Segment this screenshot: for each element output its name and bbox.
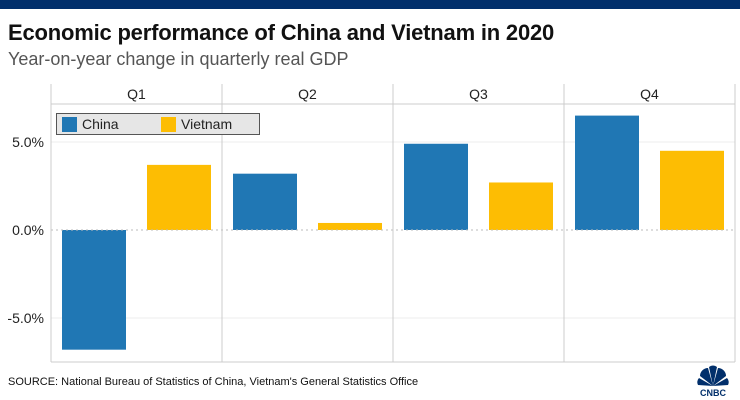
- bar-vietnam-q2: [318, 222, 382, 230]
- legend-label-vietnam: Vietnam: [181, 116, 233, 132]
- quarter-label: Q1: [127, 86, 146, 102]
- y-tick-label: 0.0%: [12, 222, 44, 238]
- quarter-label: Q2: [298, 86, 317, 102]
- bar-china-q4: [575, 115, 639, 230]
- chart-subtitle: Year-on-year change in quarterly real GD…: [8, 49, 349, 69]
- bar-vietnam-q4: [660, 150, 724, 230]
- legend-swatch-vietnam: [161, 116, 176, 132]
- legend-label-china: China: [82, 116, 119, 132]
- legend-item-vietnam: Vietnam: [161, 116, 232, 132]
- bar-vietnam-q3: [489, 182, 553, 230]
- legend: China Vietnam: [56, 113, 260, 135]
- cnbc-peacock-logo-icon: CNBC: [697, 365, 729, 398]
- top-banner: [0, 0, 740, 9]
- bar-vietnam-q1: [147, 164, 211, 230]
- chart-title: Economic performance of China and Vietna…: [8, 20, 555, 45]
- quarter-label: Q4: [640, 86, 659, 102]
- y-tick-label: -5.0%: [7, 310, 44, 326]
- legend-swatch-china: [62, 116, 77, 132]
- legend-item-china: China: [62, 116, 119, 132]
- source-note: SOURCE: National Bureau of Statistics of…: [8, 376, 419, 388]
- bar-china-q1: [62, 230, 126, 350]
- y-tick-label: 5.0%: [12, 134, 44, 150]
- bar-china-q3: [404, 143, 468, 230]
- svg-text:CNBC: CNBC: [700, 388, 726, 398]
- quarter-label: Q3: [469, 86, 488, 102]
- bar-china-q2: [233, 173, 297, 230]
